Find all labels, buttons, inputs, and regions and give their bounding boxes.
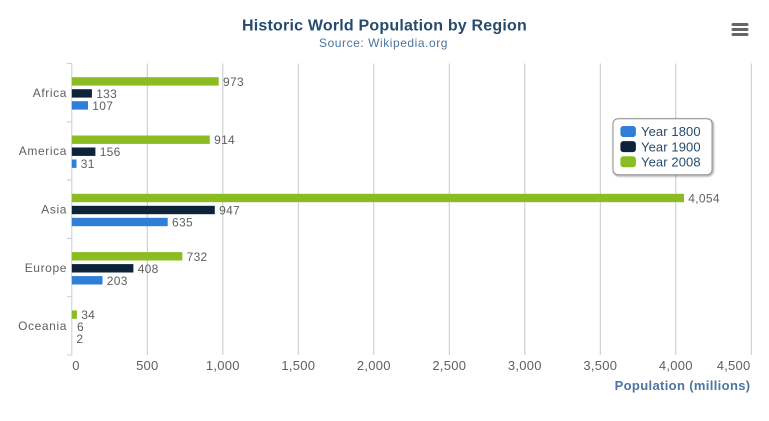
svg-text:1,500: 1,500 (281, 358, 315, 373)
svg-text:635: 635 (172, 216, 193, 230)
svg-text:34: 34 (81, 308, 95, 322)
svg-text:203: 203 (107, 274, 128, 288)
svg-text:America: America (19, 144, 67, 158)
svg-text:107: 107 (92, 99, 113, 113)
svg-text:Europe: Europe (25, 261, 67, 275)
svg-text:2: 2 (76, 332, 83, 346)
svg-text:31: 31 (81, 157, 95, 171)
svg-text:500: 500 (136, 358, 158, 373)
svg-text:Year 1800: Year 1800 (641, 124, 701, 139)
svg-text:4,000: 4,000 (659, 358, 693, 373)
svg-text:156: 156 (100, 145, 121, 159)
svg-text:408: 408 (138, 262, 159, 276)
svg-text:3,500: 3,500 (583, 358, 617, 373)
svg-text:Year 1900: Year 1900 (641, 139, 701, 154)
svg-text:Source: Wikipedia.org: Source: Wikipedia.org (319, 36, 448, 50)
svg-text:973: 973 (223, 75, 244, 89)
svg-text:2,500: 2,500 (432, 358, 466, 373)
svg-text:Historic World Population by R: Historic World Population by Region (242, 18, 527, 35)
svg-text:0: 0 (72, 358, 79, 373)
svg-text:4,054: 4,054 (688, 192, 720, 206)
svg-text:Population (millions): Population (millions) (615, 378, 751, 393)
svg-text:4,500: 4,500 (717, 358, 751, 373)
svg-text:3,000: 3,000 (508, 358, 542, 373)
svg-text:947: 947 (219, 204, 240, 218)
svg-text:2,000: 2,000 (357, 358, 391, 373)
svg-text:Africa: Africa (33, 86, 67, 100)
svg-text:1,000: 1,000 (206, 358, 240, 373)
svg-text:Year 2008: Year 2008 (641, 154, 701, 169)
svg-text:732: 732 (187, 250, 208, 264)
svg-text:914: 914 (214, 133, 235, 147)
svg-text:Asia: Asia (41, 203, 67, 217)
svg-text:Oceania: Oceania (18, 319, 67, 333)
svg-text:133: 133 (96, 87, 117, 101)
svg-text:6: 6 (77, 320, 84, 334)
